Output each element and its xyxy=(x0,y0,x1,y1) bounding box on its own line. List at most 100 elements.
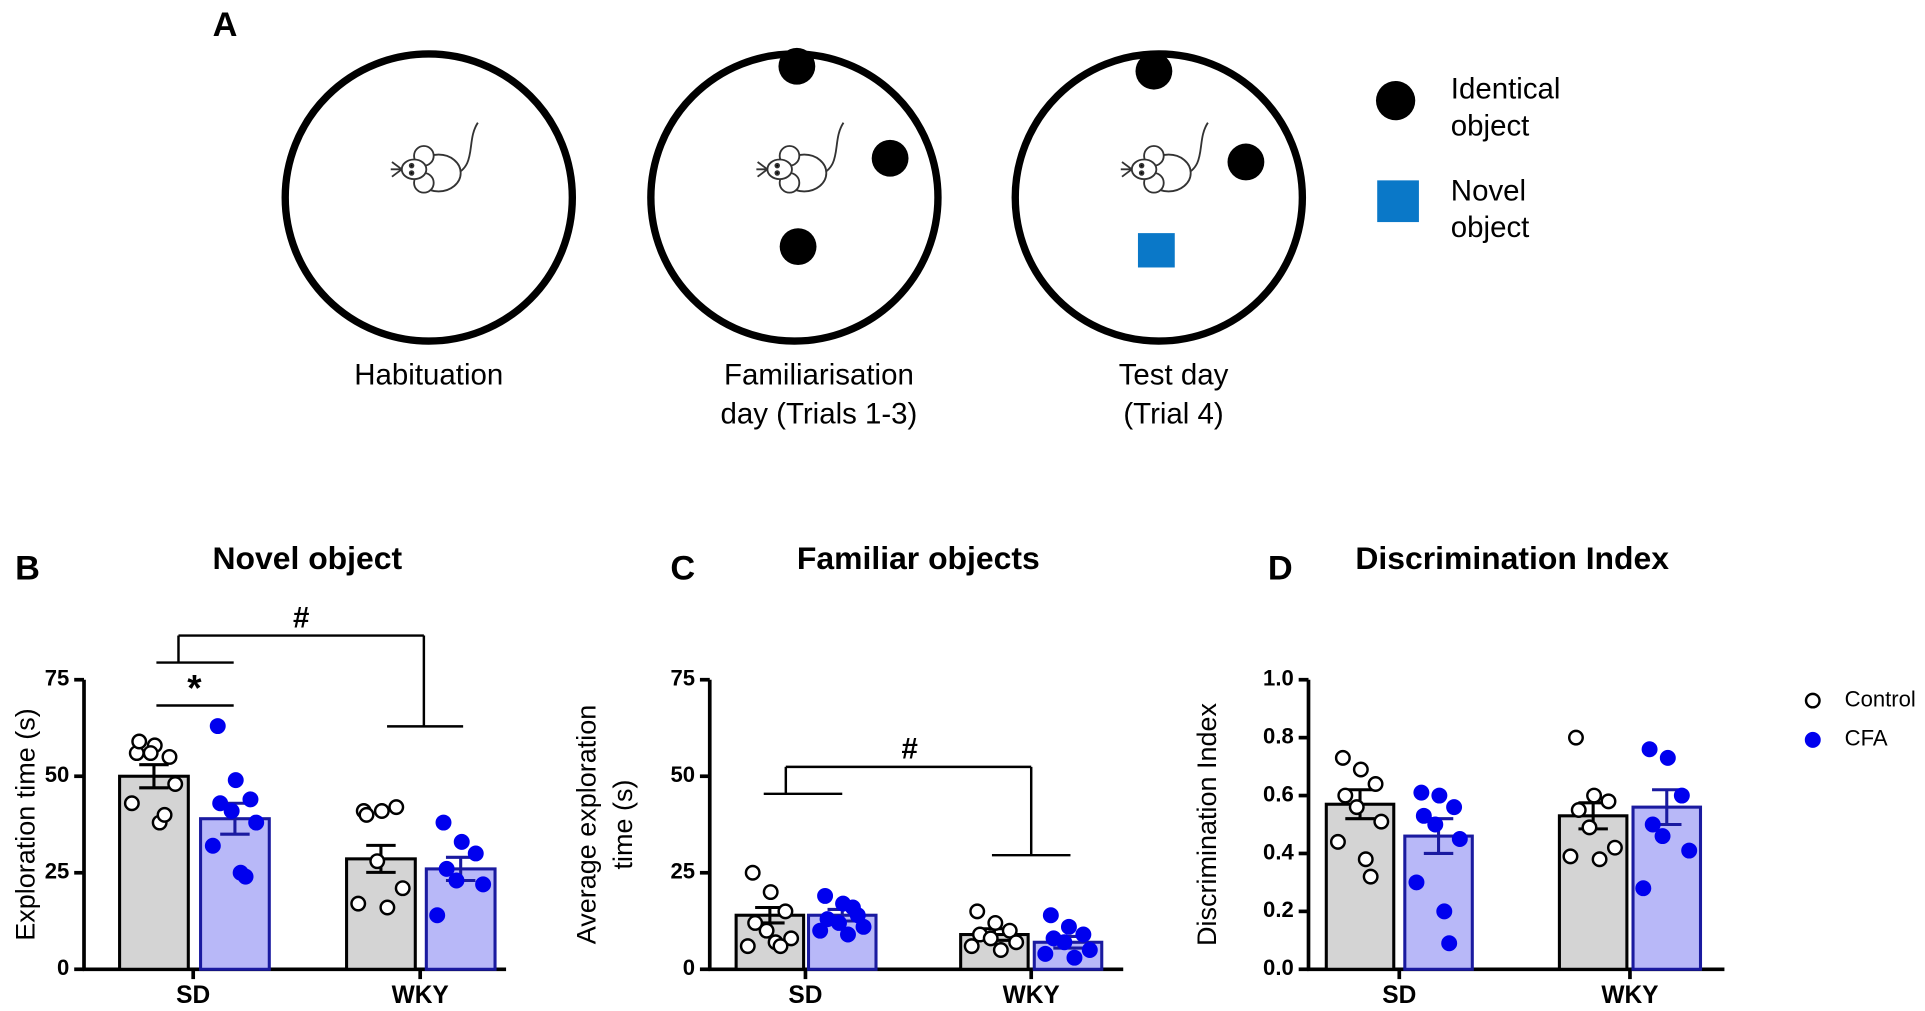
condition-label: Familiarisation xyxy=(724,358,914,391)
data-point xyxy=(350,895,367,912)
significance-label: # xyxy=(293,601,309,634)
data-point xyxy=(475,876,492,893)
data-point xyxy=(394,880,411,897)
data-point xyxy=(448,872,465,889)
data-point xyxy=(388,799,405,816)
data-point xyxy=(1348,799,1365,816)
mouse-eye xyxy=(774,170,780,176)
data-point xyxy=(1562,848,1579,865)
data-point xyxy=(453,833,470,850)
data-point xyxy=(237,868,254,885)
panel-letter: D xyxy=(1268,550,1293,588)
significance-label: # xyxy=(902,733,918,766)
bar xyxy=(1557,814,1629,971)
object xyxy=(779,228,817,266)
y-axis-label: time (s) xyxy=(608,780,638,870)
data-point xyxy=(1075,926,1092,943)
data-point xyxy=(1641,741,1658,758)
data-point xyxy=(1436,903,1453,920)
arena xyxy=(281,50,577,345)
error-bar xyxy=(139,763,169,790)
data-point xyxy=(783,930,800,947)
data-point xyxy=(747,914,764,931)
condition-label: day (Trials 1-3) xyxy=(721,398,918,431)
panel-a xyxy=(281,50,1307,345)
data-point xyxy=(142,745,159,762)
data-point xyxy=(844,899,861,916)
y-tick-label: 0 xyxy=(57,955,69,980)
data-point xyxy=(1001,922,1018,939)
data-point xyxy=(156,806,173,823)
x-tick-label: WKY xyxy=(1003,982,1060,1009)
object xyxy=(1135,52,1173,90)
x-tick-label: SD xyxy=(1382,982,1416,1009)
data-point xyxy=(762,884,779,901)
data-point xyxy=(1056,934,1073,951)
legend-marker xyxy=(1804,692,1821,709)
data-point xyxy=(1431,787,1448,804)
data-point xyxy=(840,926,856,943)
data-point xyxy=(1008,934,1025,951)
data-point xyxy=(1337,787,1354,804)
data-point xyxy=(1567,729,1584,746)
x-tick-label: WKY xyxy=(1601,982,1658,1009)
data-point xyxy=(227,772,244,789)
data-point xyxy=(969,903,986,920)
y-tick-label: 25 xyxy=(670,859,695,884)
data-point xyxy=(1408,874,1425,891)
data-point xyxy=(209,718,226,735)
data-point xyxy=(1373,813,1390,830)
chart-title: Novel object xyxy=(213,540,403,576)
mouse-eye xyxy=(774,162,780,169)
data-point xyxy=(1362,868,1379,885)
data-point xyxy=(379,899,396,916)
panel-letter: B xyxy=(15,550,40,588)
bar xyxy=(345,857,417,971)
y-tick-label: 75 xyxy=(670,666,695,691)
data-point xyxy=(831,914,847,931)
mouse-eye xyxy=(1138,162,1145,169)
data-point xyxy=(435,814,452,831)
data-point xyxy=(373,803,390,819)
x-tick-label: SD xyxy=(176,982,210,1009)
arena xyxy=(647,50,942,345)
y-axis-label: Average exploration xyxy=(571,705,601,945)
data-point xyxy=(1654,828,1671,845)
y-tick-label: 50 xyxy=(45,762,70,787)
legend-marker xyxy=(1804,731,1821,748)
x-tick-label: SD xyxy=(788,982,822,1009)
data-point xyxy=(1441,935,1458,952)
data-point xyxy=(223,803,240,819)
whiskers xyxy=(756,161,768,178)
data-point xyxy=(812,922,829,939)
legend-novel xyxy=(1377,180,1419,223)
panel-letter: C xyxy=(670,550,695,588)
data-point xyxy=(1600,793,1617,810)
data-point xyxy=(369,853,386,870)
data-point xyxy=(1037,945,1054,962)
data-point xyxy=(777,903,794,920)
data-point xyxy=(467,845,484,862)
data-point xyxy=(987,914,1004,931)
data-point xyxy=(758,922,775,939)
legend-label: object xyxy=(1451,211,1530,244)
mouse-eye xyxy=(1138,170,1145,176)
mouse-eye xyxy=(408,162,415,169)
chart-title: Discrimination Index xyxy=(1355,540,1669,576)
y-tick-label: 0.0 xyxy=(1263,955,1294,980)
whiskers xyxy=(1120,161,1133,178)
y-tick-label: 75 xyxy=(45,666,70,691)
y-tick-label: 0.8 xyxy=(1263,723,1294,748)
data-point xyxy=(248,814,265,831)
objects xyxy=(778,47,1419,268)
data-point xyxy=(242,791,259,808)
data-point xyxy=(1591,851,1608,868)
data-point xyxy=(1681,842,1698,859)
mouse xyxy=(1120,122,1209,194)
data-point xyxy=(438,860,455,877)
novel-object xyxy=(1137,233,1175,268)
chart-title: Familiar objects xyxy=(797,540,1040,576)
object xyxy=(871,139,909,177)
data-point xyxy=(131,733,148,750)
data-point xyxy=(739,938,756,955)
